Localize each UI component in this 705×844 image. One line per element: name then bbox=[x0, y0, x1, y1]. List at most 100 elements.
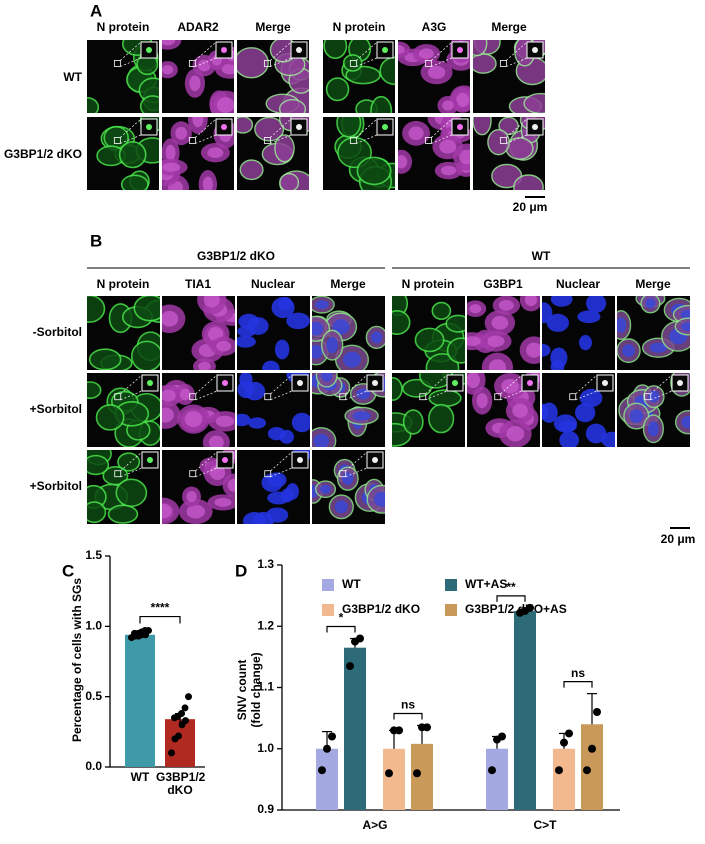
nucleus bbox=[648, 390, 660, 403]
data-point bbox=[323, 744, 331, 753]
nucleus bbox=[279, 429, 295, 444]
micrograph bbox=[87, 296, 160, 370]
nucleus bbox=[681, 321, 690, 332]
cell bbox=[323, 40, 348, 60]
nucleus bbox=[542, 343, 551, 357]
y-tick-label: 1.5 bbox=[85, 548, 102, 562]
micrograph bbox=[237, 40, 309, 113]
column-label: G3BP1 bbox=[483, 277, 523, 291]
roi-link bbox=[506, 41, 528, 61]
nucleus bbox=[629, 409, 644, 424]
roi-link bbox=[195, 118, 217, 138]
nucleus bbox=[553, 414, 578, 433]
cell bbox=[428, 403, 455, 434]
nucleus bbox=[398, 155, 408, 169]
nucleus bbox=[203, 296, 220, 308]
significance-bracket bbox=[563, 681, 593, 688]
data-point bbox=[328, 732, 336, 741]
nucleus bbox=[326, 337, 338, 354]
roi bbox=[113, 60, 121, 67]
nucleus bbox=[440, 165, 457, 176]
nucleus bbox=[216, 341, 232, 352]
cell bbox=[445, 314, 465, 333]
inset-dot bbox=[677, 380, 683, 386]
nucleus bbox=[216, 97, 234, 113]
nucleus bbox=[332, 319, 350, 335]
micrograph bbox=[162, 117, 234, 190]
inset-dot bbox=[382, 47, 388, 53]
x-tick-label: WT bbox=[130, 771, 150, 784]
cell bbox=[87, 454, 110, 476]
cell bbox=[402, 409, 424, 435]
inset-dot bbox=[296, 124, 302, 130]
data-point bbox=[385, 769, 393, 778]
nucleus bbox=[237, 413, 251, 427]
inset-dot bbox=[457, 124, 463, 130]
y-tick-label: 1.1 bbox=[257, 680, 274, 694]
inset-dot bbox=[527, 380, 533, 386]
cell bbox=[115, 478, 148, 508]
nucleus bbox=[192, 117, 204, 128]
nucleus bbox=[202, 176, 213, 190]
cell bbox=[87, 381, 102, 400]
cell bbox=[120, 174, 149, 190]
inset-dot bbox=[147, 380, 153, 386]
roi bbox=[264, 393, 272, 401]
inset-dot bbox=[221, 124, 227, 130]
roi bbox=[114, 393, 122, 401]
nucleus bbox=[321, 373, 333, 382]
nucleus bbox=[343, 351, 361, 368]
nucleus bbox=[238, 313, 259, 330]
bar bbox=[411, 743, 433, 810]
y-tick-label: 1.0 bbox=[85, 619, 102, 633]
nucleus bbox=[189, 75, 201, 92]
nucleus bbox=[248, 417, 266, 429]
micrograph bbox=[87, 40, 159, 113]
data-point bbox=[175, 732, 182, 740]
cell bbox=[392, 377, 403, 401]
roi-link bbox=[506, 118, 528, 138]
data-point bbox=[555, 766, 563, 775]
y-axis-label: Percentage of cells with SGs bbox=[70, 578, 84, 742]
cell bbox=[107, 504, 139, 524]
data-point bbox=[168, 749, 175, 757]
cell bbox=[370, 95, 393, 113]
roi bbox=[644, 393, 652, 401]
roi bbox=[569, 393, 577, 401]
roi-link bbox=[270, 451, 293, 471]
bar bbox=[581, 724, 603, 810]
nucleus bbox=[214, 497, 232, 507]
inset-dot bbox=[146, 124, 152, 130]
roi bbox=[349, 60, 357, 67]
roi-link bbox=[575, 374, 598, 394]
nucleus bbox=[261, 473, 283, 492]
x-tick-label: C>T bbox=[533, 818, 557, 832]
inset-dot bbox=[222, 380, 228, 386]
bar bbox=[344, 647, 366, 810]
nucleus bbox=[550, 347, 568, 369]
nucleus bbox=[442, 100, 454, 111]
micrograph bbox=[542, 373, 615, 447]
nucleus bbox=[371, 331, 383, 344]
micrograph bbox=[392, 296, 465, 370]
y-tick-label: 1.3 bbox=[257, 557, 274, 571]
y-tick-label: 0.9 bbox=[257, 802, 274, 816]
y-axis-label: SNV count bbox=[235, 660, 249, 721]
nucleus bbox=[313, 433, 330, 447]
micrograph bbox=[542, 296, 615, 370]
roi-link bbox=[500, 374, 523, 394]
cell bbox=[130, 340, 160, 370]
inset-dot bbox=[602, 380, 608, 386]
cell bbox=[279, 172, 300, 190]
micrograph bbox=[312, 296, 385, 370]
nucleus bbox=[469, 304, 482, 314]
roi-link bbox=[195, 374, 218, 394]
nucleus bbox=[312, 344, 323, 359]
roi bbox=[264, 470, 272, 478]
nucleus bbox=[512, 403, 528, 418]
inset-dot bbox=[372, 380, 378, 386]
roi bbox=[499, 137, 507, 144]
roi-link bbox=[431, 41, 453, 61]
nucleus bbox=[221, 63, 234, 75]
nucleus bbox=[286, 312, 310, 330]
